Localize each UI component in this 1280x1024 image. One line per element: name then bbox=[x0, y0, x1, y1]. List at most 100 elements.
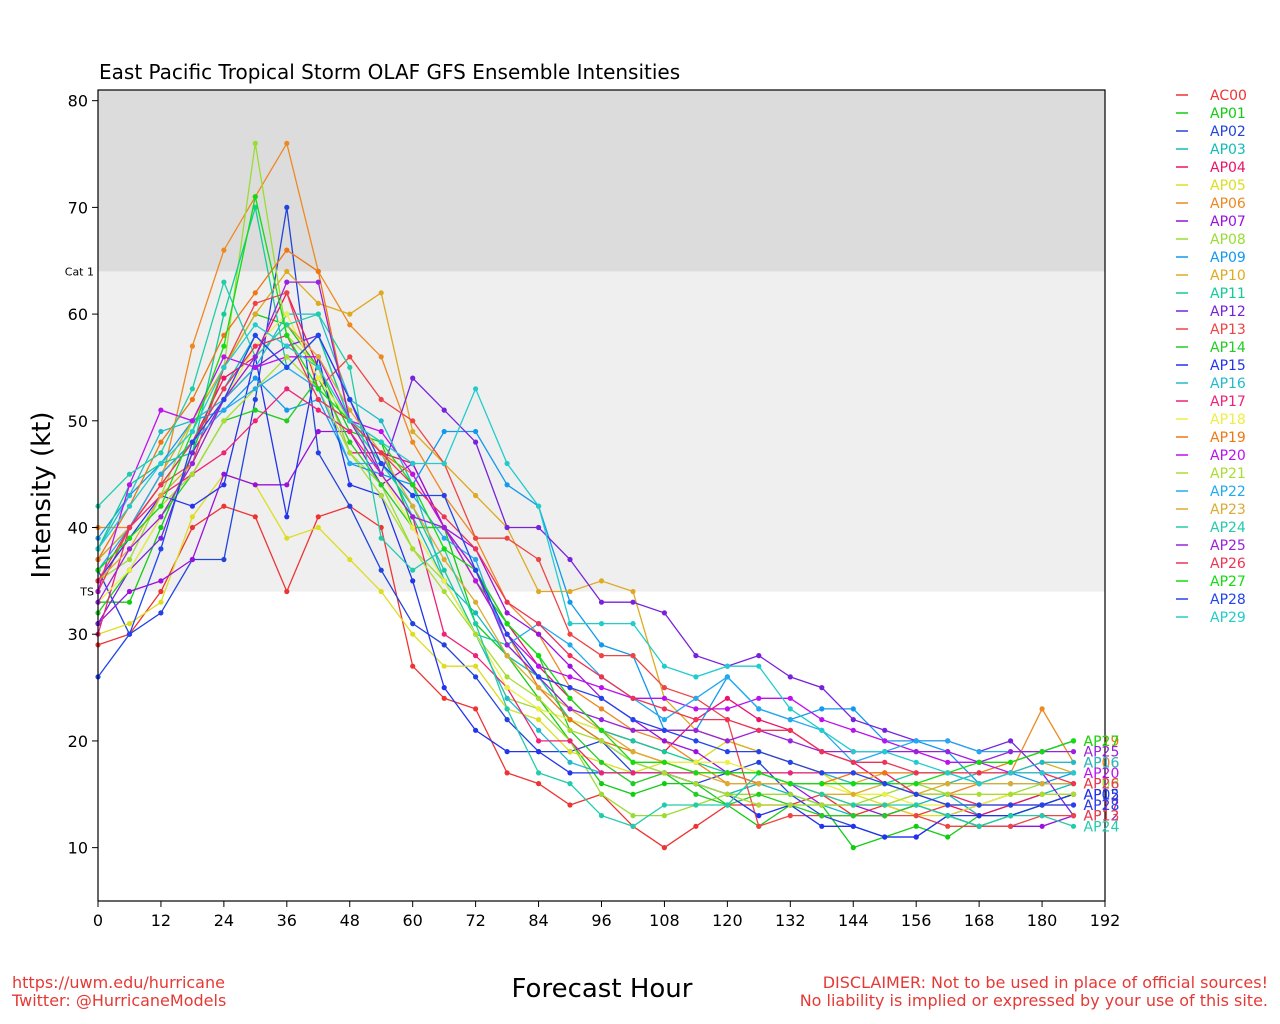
series-end-label: AP24 bbox=[1084, 819, 1120, 835]
x-tick-label: 192 bbox=[1090, 911, 1121, 930]
data-point bbox=[945, 813, 951, 819]
data-point bbox=[630, 717, 636, 723]
data-point bbox=[661, 727, 668, 733]
data-point bbox=[221, 471, 227, 477]
data-point bbox=[630, 621, 636, 627]
data-point bbox=[536, 695, 542, 701]
legend-label: AP11 bbox=[1210, 286, 1246, 302]
data-point bbox=[850, 802, 856, 808]
data-point bbox=[882, 802, 888, 808]
data-point bbox=[189, 450, 195, 456]
data-point bbox=[567, 685, 573, 691]
data-point bbox=[567, 770, 573, 776]
data-point bbox=[473, 386, 479, 392]
legend-label: AP15 bbox=[1210, 358, 1246, 374]
data-point bbox=[598, 674, 605, 680]
data-point bbox=[882, 727, 888, 733]
legend-label: AC00 bbox=[1210, 88, 1247, 104]
data-point bbox=[221, 343, 227, 349]
data-point bbox=[913, 823, 919, 829]
data-point bbox=[504, 524, 510, 531]
data-point bbox=[252, 396, 258, 403]
data-point bbox=[724, 781, 731, 787]
data-point bbox=[473, 535, 479, 541]
data-point bbox=[1008, 749, 1014, 755]
series-line bbox=[97, 356, 1074, 774]
data-point bbox=[441, 492, 447, 499]
data-point bbox=[504, 770, 510, 776]
data-point bbox=[126, 482, 133, 488]
data-point bbox=[158, 610, 164, 616]
data-point bbox=[126, 535, 133, 541]
data-point bbox=[126, 567, 133, 573]
data-point bbox=[976, 781, 982, 787]
footer-twitter-link[interactable]: Twitter: @HurricaneModels bbox=[12, 991, 227, 1010]
data-point bbox=[252, 194, 258, 200]
data-point bbox=[724, 663, 731, 669]
data-point bbox=[756, 802, 762, 808]
data-point bbox=[441, 407, 447, 413]
data-point bbox=[189, 556, 195, 563]
data-point bbox=[410, 460, 416, 467]
data-point bbox=[819, 749, 825, 755]
legend-item-ap27: AP27 bbox=[1176, 574, 1246, 590]
data-point bbox=[158, 460, 164, 467]
x-tick-label: 0 bbox=[93, 911, 103, 930]
y-tick-label: 30 bbox=[68, 625, 88, 644]
data-point bbox=[1039, 802, 1045, 808]
data-point bbox=[221, 556, 227, 563]
legend-item-ap10: AP10 bbox=[1176, 268, 1246, 284]
data-point bbox=[819, 802, 825, 808]
data-point bbox=[567, 695, 573, 701]
data-point bbox=[126, 546, 133, 552]
data-point bbox=[1039, 770, 1045, 776]
data-point bbox=[473, 727, 479, 733]
y-axis-label: Intensity (kt) bbox=[27, 412, 57, 579]
data-point bbox=[661, 781, 668, 787]
footer-url-link[interactable]: https://uwm.edu/hurricane bbox=[12, 973, 225, 992]
data-point bbox=[756, 695, 762, 701]
footer-links: https://uwm.edu/hurricane Twitter: @Hurr… bbox=[12, 974, 226, 1010]
series-end-label: AP06 bbox=[1084, 755, 1120, 771]
data-point bbox=[693, 802, 699, 808]
band-label: TS bbox=[79, 586, 94, 599]
data-point bbox=[315, 354, 321, 360]
data-point bbox=[441, 556, 447, 563]
data-point bbox=[567, 727, 573, 733]
x-tick-label: 120 bbox=[712, 911, 743, 930]
data-point bbox=[598, 642, 605, 648]
footer-disclaimer: DISCLAIMER: Not to be used in place of o… bbox=[800, 974, 1268, 1010]
data-point bbox=[410, 663, 416, 669]
data-point bbox=[1008, 781, 1014, 787]
data-point bbox=[158, 514, 164, 520]
data-point bbox=[473, 653, 479, 659]
series-end-label: AP02 bbox=[1084, 787, 1120, 803]
x-axis-label: Forecast Hour bbox=[512, 974, 693, 1004]
data-point bbox=[158, 471, 164, 477]
data-point bbox=[315, 407, 321, 413]
data-point bbox=[756, 759, 762, 765]
band-label: Cat 1 bbox=[65, 265, 94, 278]
data-point bbox=[945, 770, 951, 776]
data-point bbox=[504, 717, 510, 723]
data-point bbox=[661, 695, 668, 701]
data-point bbox=[882, 834, 888, 840]
legend-label: AP14 bbox=[1210, 340, 1246, 356]
data-point bbox=[536, 706, 542, 712]
data-point bbox=[410, 524, 416, 531]
data-point bbox=[882, 749, 888, 755]
data-point bbox=[787, 674, 793, 680]
x-tick-label: 180 bbox=[1027, 911, 1058, 930]
data-point bbox=[945, 823, 951, 829]
legend-item-ap01: AP01 bbox=[1176, 106, 1246, 122]
data-point bbox=[378, 450, 384, 456]
data-point bbox=[850, 781, 856, 787]
data-point bbox=[661, 610, 668, 616]
data-point bbox=[504, 482, 510, 488]
series-end-label: AP15 bbox=[1084, 787, 1120, 803]
x-tick-label: 48 bbox=[340, 911, 360, 930]
data-point bbox=[284, 279, 290, 285]
data-point bbox=[410, 375, 416, 381]
data-point bbox=[441, 514, 447, 520]
data-point bbox=[189, 524, 195, 531]
